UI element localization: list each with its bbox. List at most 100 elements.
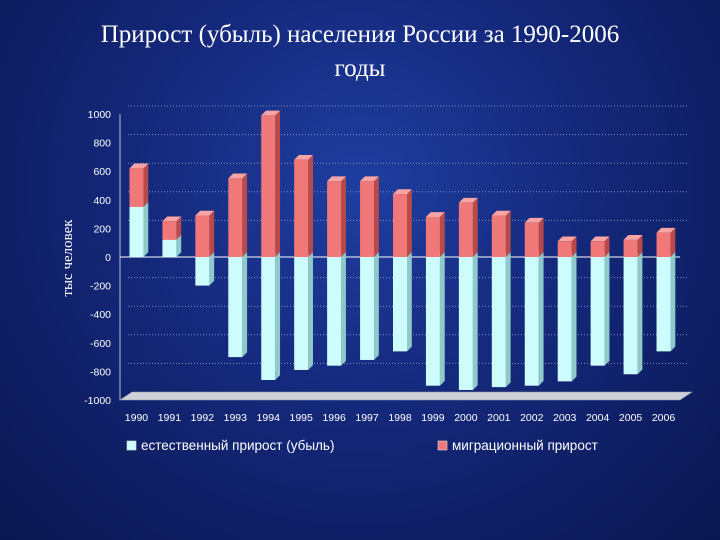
x-tick-label: 1991 [158, 412, 182, 424]
x-tick-label: 2000 [454, 412, 478, 424]
bar-natural-side [505, 252, 511, 388]
bar-layer [129, 110, 676, 390]
bar-natural [195, 252, 215, 286]
bar-migration-side [538, 217, 544, 257]
bar-natural-front [425, 257, 440, 386]
y-axis-label: тыс человек [60, 219, 76, 297]
bar-natural [129, 202, 149, 257]
bar-migration-side [439, 212, 445, 257]
bar-migration-front [195, 215, 210, 257]
bar-natural [524, 252, 544, 386]
bar-natural-side [538, 252, 544, 386]
y-tick-label: -200 [90, 281, 111, 293]
bar-migration-front [228, 178, 243, 257]
bar-natural [294, 252, 313, 370]
plot-floor [119, 391, 693, 401]
bar-migration-top [162, 216, 182, 222]
bar-natural-front [491, 257, 506, 388]
bar-natural [425, 252, 445, 386]
y-tick-label: 200 [93, 223, 111, 235]
bar-natural-front [129, 206, 144, 257]
y-tick-label: -1000 [84, 395, 111, 407]
bar-natural-front [294, 257, 309, 370]
chart-title: Прирост (убыль) населения России за 1990… [0, 18, 720, 86]
x-tick-label: 2001 [487, 412, 511, 424]
y-tick-label: -400 [90, 309, 111, 321]
y-tick-label: 400 [93, 195, 111, 207]
chart-title-line-1: Прирост (убыль) населения России за 1990… [100, 21, 620, 48]
y-tick-label: -800 [90, 366, 111, 378]
bar-migration [261, 110, 281, 258]
y-tick-label: 0 [105, 252, 111, 264]
bar-migration-side [505, 210, 511, 257]
bar-migration [623, 235, 643, 257]
bar-migration [590, 236, 610, 257]
bar-natural [228, 252, 248, 358]
x-tick-label: 2002 [520, 412, 544, 424]
bar-natural [623, 252, 643, 375]
bar-natural [590, 252, 610, 366]
bar-migration-front [261, 115, 276, 258]
legend-swatch [126, 440, 137, 451]
legend-item: естественный прирост (убыль) [126, 438, 334, 453]
y-tick-label: 600 [93, 166, 111, 178]
bar-natural-side [341, 252, 346, 366]
axis-layer: 1000 800 600 400 200 0 -200 -400 -600 -800 -1000 [84, 109, 693, 407]
bar-natural-front [656, 257, 671, 352]
bar-natural [393, 252, 412, 352]
bar-natural [360, 252, 379, 360]
bar-migration-top [524, 217, 544, 223]
bar-migration-front [425, 216, 440, 257]
bar-migration-side [176, 216, 182, 240]
bar-natural-front [393, 257, 407, 352]
bar-migration-front [327, 181, 342, 257]
bar-migration-side [472, 197, 478, 257]
chart-title-line-2: годы [334, 55, 386, 82]
bar-migration-top [425, 212, 445, 217]
bar-natural [656, 252, 676, 352]
bar-migration-front [557, 241, 572, 257]
bar-migration [294, 154, 313, 257]
bar-natural [557, 252, 577, 382]
bar-natural-side [242, 252, 248, 358]
x-tick-label: 1998 [388, 412, 412, 424]
bar-migration-top [656, 227, 676, 233]
bar-natural-front [524, 257, 539, 386]
bar-migration-side [670, 227, 676, 257]
bar-migration [656, 227, 676, 257]
bar-natural-side [571, 252, 577, 382]
bar-natural-front [458, 257, 473, 390]
bar-migration-front [129, 168, 144, 207]
bar-migration-side [209, 210, 215, 257]
bar-natural-side [209, 252, 215, 286]
x-tick-label: 1995 [289, 412, 313, 424]
bar-migration-front [162, 221, 177, 240]
x-tick-label: 1997 [355, 412, 379, 424]
bar-migration-side [308, 154, 313, 257]
bar-migration [162, 216, 182, 240]
bar-natural-front [162, 239, 177, 257]
bar-migration-top [590, 236, 610, 242]
bar-migration-top [557, 236, 577, 242]
bar-migration-side [604, 236, 610, 257]
x-tick-label: 1999 [421, 412, 445, 424]
bar-natural-side [308, 252, 313, 370]
bar-migration-side [407, 189, 412, 257]
bar-natural-front [327, 257, 342, 366]
bar-migration-top [623, 235, 643, 240]
bar-migration [228, 173, 248, 257]
bar-migration-top [458, 197, 478, 203]
x-tick-layer: 1990 1991 1992 1993 1994 1995 1996 1997 1998 1999… [125, 412, 676, 424]
bar-migration-top [393, 189, 412, 195]
bar-migration [491, 210, 511, 257]
bar-natural-front [590, 257, 605, 366]
bar-migration-top [129, 163, 149, 169]
x-tick-label: 1994 [257, 412, 281, 424]
bar-natural-front [360, 257, 375, 360]
bar-natural-front [261, 257, 276, 380]
x-tick-label: 1992 [191, 412, 215, 424]
bar-migration-front [524, 222, 539, 257]
bar-natural-front [623, 257, 638, 375]
bar-migration [195, 210, 215, 257]
